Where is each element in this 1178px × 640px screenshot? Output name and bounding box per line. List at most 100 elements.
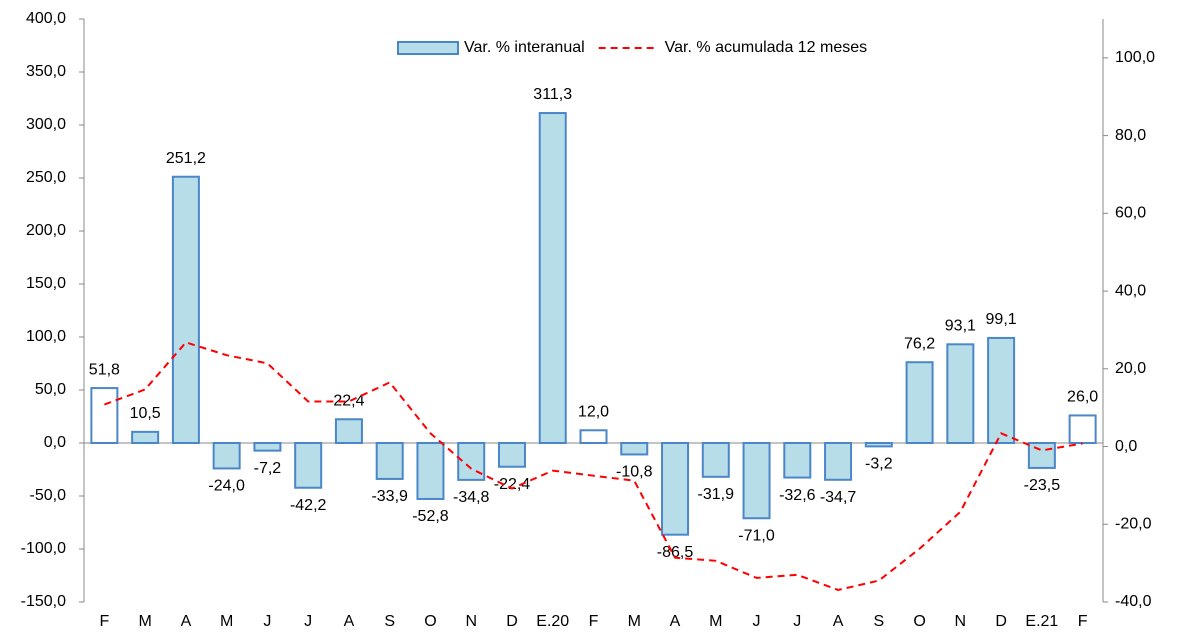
x-tick-label: N	[465, 613, 477, 630]
y-tick-label: -50,0	[30, 487, 67, 504]
y-tick-label: 100,0	[26, 328, 66, 345]
bar	[375, 442, 404, 480]
value-label: 251,2	[166, 150, 206, 167]
bar	[334, 418, 363, 445]
x-tick-label: J	[753, 613, 761, 630]
value-label: 99,1	[986, 311, 1017, 328]
bar	[171, 175, 200, 444]
value-label: -22,4	[494, 476, 531, 493]
bar	[1068, 414, 1097, 445]
bar	[253, 442, 282, 452]
value-label: -34,8	[453, 489, 490, 506]
value-label: -71,0	[738, 527, 775, 544]
bar	[1027, 442, 1056, 469]
value-label: -52,8	[412, 508, 449, 525]
x-tick-label: A	[344, 613, 355, 630]
value-label: 22,4	[333, 392, 364, 409]
bar	[783, 442, 812, 479]
y-tick-label: -150,0	[21, 593, 66, 610]
y-tick-label: 50,0	[35, 381, 66, 398]
value-label: -42,2	[290, 497, 327, 514]
y2-tick-label: 100,0	[1115, 49, 1155, 66]
value-label: -31,9	[698, 486, 735, 503]
value-label: -32,6	[779, 487, 816, 504]
value-label: 51,8	[89, 361, 120, 378]
y2-tick-label: 80,0	[1115, 127, 1146, 144]
bar	[661, 442, 690, 536]
y2-tick-label: 40,0	[1115, 282, 1146, 299]
value-label: -33,9	[371, 488, 408, 505]
value-label: -3,2	[865, 456, 893, 473]
y-tick-label: 200,0	[26, 222, 66, 239]
y-tick-label: 150,0	[26, 275, 66, 292]
bar	[416, 442, 445, 500]
value-label: -24,0	[208, 478, 245, 495]
bar	[212, 442, 241, 470]
value-label: -34,7	[820, 489, 857, 506]
value-label: -10,8	[616, 464, 653, 481]
value-label: 12,0	[578, 403, 609, 420]
bar	[538, 112, 567, 444]
x-tick-label: J	[263, 613, 271, 630]
legend-swatch	[397, 41, 459, 55]
value-label: 93,1	[945, 318, 976, 335]
x-tick-label: A	[833, 613, 844, 630]
bar	[457, 442, 486, 481]
bar	[946, 343, 975, 444]
x-tick-label: S	[873, 613, 884, 630]
x-tick-label: M	[220, 613, 233, 630]
bar	[864, 442, 893, 448]
y-tick-label: 250,0	[26, 169, 66, 186]
bar	[131, 430, 160, 444]
value-label: -7,2	[254, 460, 282, 477]
bar	[701, 442, 730, 478]
x-tick-label: D	[995, 613, 1007, 630]
x-tick-label: A	[670, 613, 681, 630]
y2-tick-label: 20,0	[1115, 360, 1146, 377]
y-tick-label: 400,0	[26, 10, 66, 27]
x-tick-label: S	[384, 613, 395, 630]
y2-tick-label: -20,0	[1115, 515, 1152, 532]
legend-label: Var. % interanual	[464, 39, 585, 56]
bar	[987, 336, 1016, 445]
x-tick-label: M	[709, 613, 722, 630]
x-tick-label: N	[955, 613, 967, 630]
bar	[497, 442, 526, 468]
x-tick-label: E.21	[1025, 613, 1058, 630]
value-label: -86,5	[657, 544, 694, 561]
x-tick-label: J	[304, 613, 312, 630]
x-tick-label: O	[424, 613, 436, 630]
x-tick-label: A	[181, 613, 192, 630]
bar	[905, 361, 934, 444]
y2-tick-label: -40,0	[1115, 593, 1152, 610]
legend-label: Var. % acumulada 12 meses	[665, 39, 867, 56]
bar	[742, 442, 771, 520]
x-tick-label: D	[506, 613, 518, 630]
x-tick-label: O	[913, 613, 925, 630]
x-tick-label: F	[99, 613, 109, 630]
y2-tick-label: 0,0	[1115, 438, 1137, 455]
y2-tick-label: 60,0	[1115, 205, 1146, 222]
bar	[824, 442, 853, 481]
value-label: 10,5	[130, 405, 161, 422]
bar	[294, 442, 323, 489]
y-tick-label: 300,0	[26, 116, 66, 133]
x-tick-label: M	[628, 613, 641, 630]
value-label: 26,0	[1067, 389, 1098, 406]
x-tick-label: M	[138, 613, 151, 630]
x-tick-label: E.20	[536, 613, 569, 630]
y-tick-label: 0,0	[44, 434, 66, 451]
line	[104, 341, 1083, 591]
x-tick-label: F	[589, 613, 599, 630]
y-tick-label: 350,0	[26, 63, 66, 80]
bar	[90, 387, 119, 445]
y-tick-label: -100,0	[21, 540, 66, 557]
bar	[579, 429, 608, 444]
bar	[620, 442, 649, 456]
value-label: 76,2	[904, 335, 935, 352]
x-tick-label: J	[793, 613, 801, 630]
value-label: -23,5	[1024, 477, 1061, 494]
x-tick-label: F	[1078, 613, 1088, 630]
